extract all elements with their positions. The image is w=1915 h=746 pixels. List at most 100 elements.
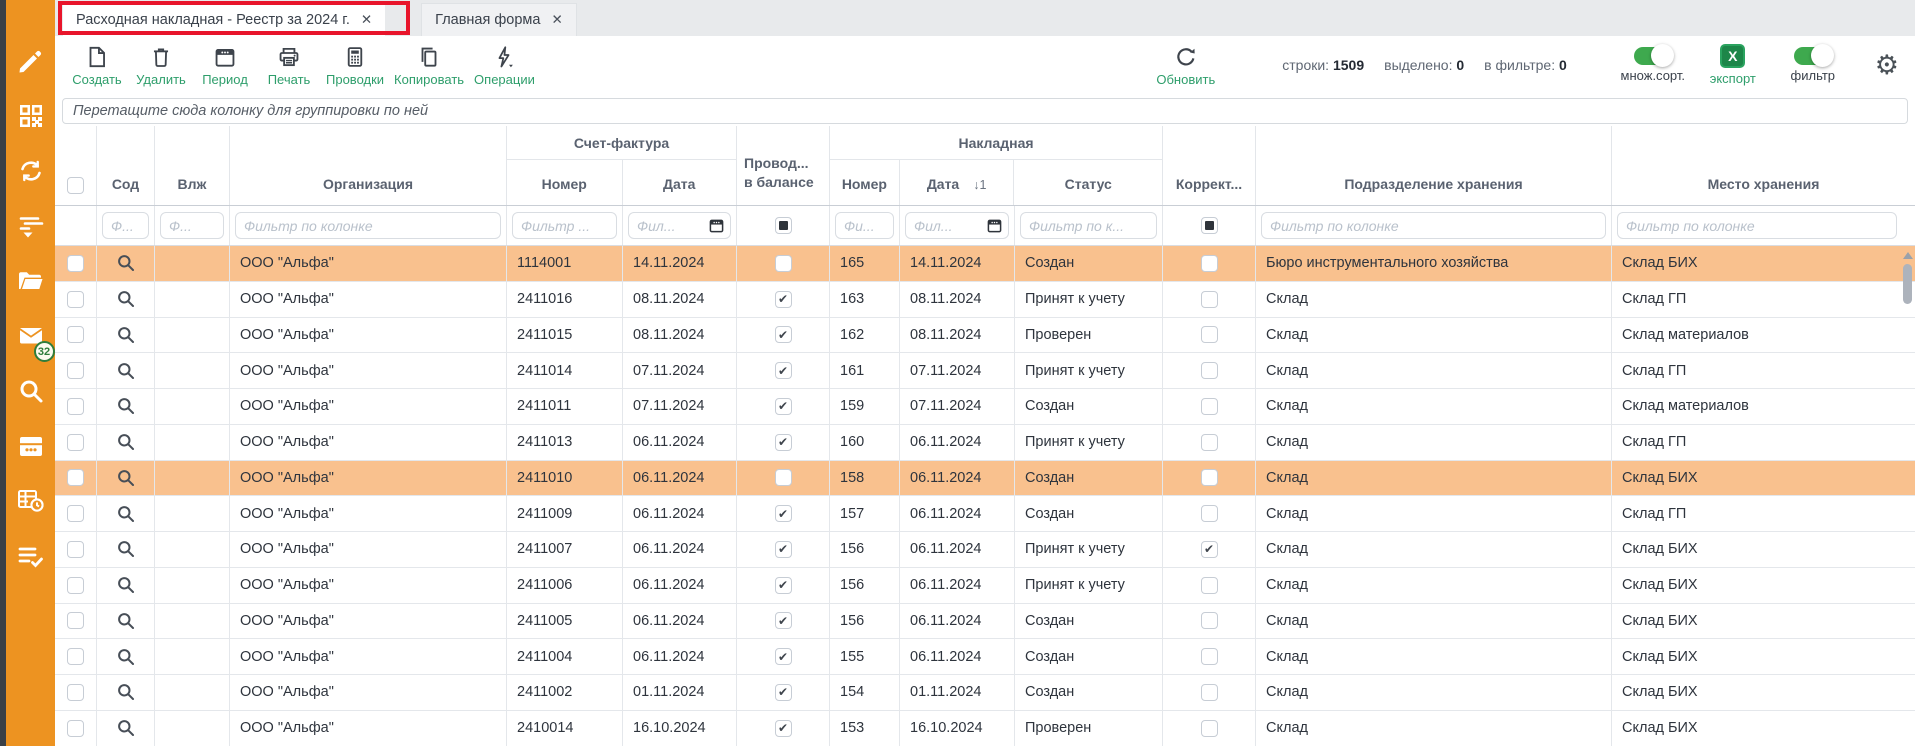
table-row[interactable]: ООО "Альфа"241100201.11.202415401.11.202… [55,675,1915,711]
open-record-cell[interactable] [97,389,155,424]
open-record-icon[interactable] [116,361,136,381]
correction-checkbox[interactable] [1200,326,1218,344]
open-record-cell[interactable] [97,603,155,639]
column-header-org[interactable]: Организация [230,126,507,205]
postings-button[interactable]: Проводки [321,44,389,87]
posted-checkbox[interactable] [774,469,792,487]
filter-sod-input[interactable] [102,212,149,239]
open-record-icon[interactable] [116,718,136,738]
sidebar-item-edit[interactable] [16,46,46,76]
column-header-invoice-number[interactable]: Номер [507,160,623,205]
open-record-cell[interactable] [97,460,155,496]
posted-checkbox[interactable] [774,683,792,701]
sidebar-item-export-list[interactable] [16,211,46,241]
sidebar-item-documents[interactable] [16,266,46,296]
open-record-cell[interactable] [97,281,155,317]
delete-button[interactable]: Удалить [129,44,193,87]
column-header-place[interactable]: Место хранения [1707,176,1820,192]
scroll-up-icon[interactable] [1902,252,1913,259]
table-row[interactable]: ООО "Альфа"241101407.11.202416107.11.202… [55,353,1915,389]
open-record-cell[interactable] [97,639,155,674]
column-header-sod[interactable]: Сод [97,126,155,205]
calendar-picker-icon[interactable] [987,218,1002,233]
row-select-checkbox[interactable] [67,612,84,630]
open-record-icon[interactable] [116,504,136,524]
table-row[interactable]: ООО "Альфа"241101508.11.202416208.11.202… [55,317,1915,354]
open-record-icon[interactable] [116,611,136,631]
excel-export-icon[interactable]: X [1720,44,1746,68]
create-button[interactable]: Создать [65,44,129,87]
row-select-checkbox[interactable] [67,540,84,558]
posted-checkbox[interactable] [774,540,792,558]
correction-checkbox[interactable] [1200,254,1218,272]
table-row[interactable]: ООО "Альфа" 2411010 06.11.2024 158 06.11.202… [55,460,1915,497]
posted-checkbox[interactable] [774,505,792,523]
open-record-icon[interactable] [116,432,136,452]
table-row[interactable]: ООО "Альфа"241101107.11.202415907.11.202… [55,389,1915,425]
open-record-cell[interactable] [97,246,155,281]
open-record-icon[interactable] [116,325,136,345]
filter-org-input[interactable] [235,212,501,239]
correction-checkbox[interactable] [1200,612,1218,630]
filter-place-input[interactable] [1617,212,1897,239]
open-record-icon[interactable] [116,575,136,595]
correction-checkbox[interactable] [1200,648,1218,666]
posted-checkbox[interactable] [774,648,792,666]
correction-checkbox[interactable] [1200,719,1218,737]
column-header-vlzh[interactable]: Влж [155,126,230,205]
sidebar-item-schedule[interactable] [16,486,46,516]
sidebar-item-calendar[interactable] [16,431,46,461]
sidebar-item-sync[interactable] [16,156,46,186]
row-select-checkbox[interactable] [67,254,84,272]
table-row[interactable]: ООО "Альфа"241001416.10.202415316.10.202… [55,710,1915,746]
posted-checkbox[interactable] [774,326,792,344]
open-record-cell[interactable] [97,496,155,531]
column-header-correction[interactable]: Коррект... [1163,126,1256,205]
column-header-status[interactable]: Статус [1064,176,1112,192]
open-record-icon[interactable] [116,253,136,273]
sidebar-item-search[interactable] [16,376,46,406]
filter-department-input[interactable] [1261,212,1606,239]
table-row[interactable]: ООО "Альфа"241101306.11.202416006.11.202… [55,424,1915,461]
posted-checkbox[interactable] [774,362,792,380]
calendar-picker-icon[interactable] [709,218,724,233]
table-row[interactable]: ООО "Альфа"241100906.11.202415706.11.202… [55,496,1915,532]
open-record-icon[interactable] [116,647,136,667]
column-header-invoice-date[interactable]: Дата [663,176,696,192]
correction-checkbox[interactable] [1200,290,1218,308]
row-select-checkbox[interactable] [67,719,84,737]
filter-vlzh-input[interactable] [160,212,224,239]
open-record-icon[interactable] [116,468,136,488]
table-row[interactable]: ООО "Альфа"241101608.11.202416308.11.202… [55,281,1915,318]
posted-checkbox[interactable] [774,254,792,272]
filter-toggle[interactable] [1794,44,1835,67]
filter-correction-checkbox[interactable] [1200,217,1218,234]
correction-checkbox[interactable] [1200,683,1218,701]
column-header-waybill-number[interactable]: Номер [830,160,900,205]
row-select-checkbox[interactable] [67,505,84,523]
posted-checkbox[interactable] [774,719,792,737]
operations-button[interactable]: Операции [469,44,540,87]
print-button[interactable]: Печать [257,44,321,87]
row-select-checkbox[interactable] [67,576,84,594]
scrollbar-thumb[interactable] [1903,264,1912,304]
table-row[interactable]: ООО "Альфа"241100606.11.202415606.11.202… [55,567,1915,604]
row-select-checkbox[interactable] [67,397,84,415]
table-row[interactable]: ООО "Альфа"241100506.11.202415606.11.202… [55,603,1915,640]
row-select-checkbox[interactable] [67,433,84,451]
open-record-cell[interactable] [97,317,155,353]
refresh-button[interactable]: Обновить [1151,44,1220,87]
open-record-icon[interactable] [116,396,136,416]
correction-checkbox[interactable] [1200,362,1218,380]
group-by-drop-area[interactable]: Перетащите сюда колонку для группировки … [62,98,1908,124]
settings-gear-icon[interactable]: ⚙ [1874,49,1899,81]
table-row[interactable]: ООО "Альфа"241100406.11.202415506.11.202… [55,639,1915,675]
open-record-cell[interactable] [97,710,155,746]
row-select-checkbox[interactable] [67,362,84,380]
open-record-cell[interactable] [97,567,155,603]
open-record-icon[interactable] [116,682,136,702]
open-record-cell[interactable] [97,424,155,460]
row-select-checkbox[interactable] [67,326,84,344]
correction-checkbox[interactable] [1200,397,1218,415]
select-all-checkbox[interactable] [67,177,84,194]
